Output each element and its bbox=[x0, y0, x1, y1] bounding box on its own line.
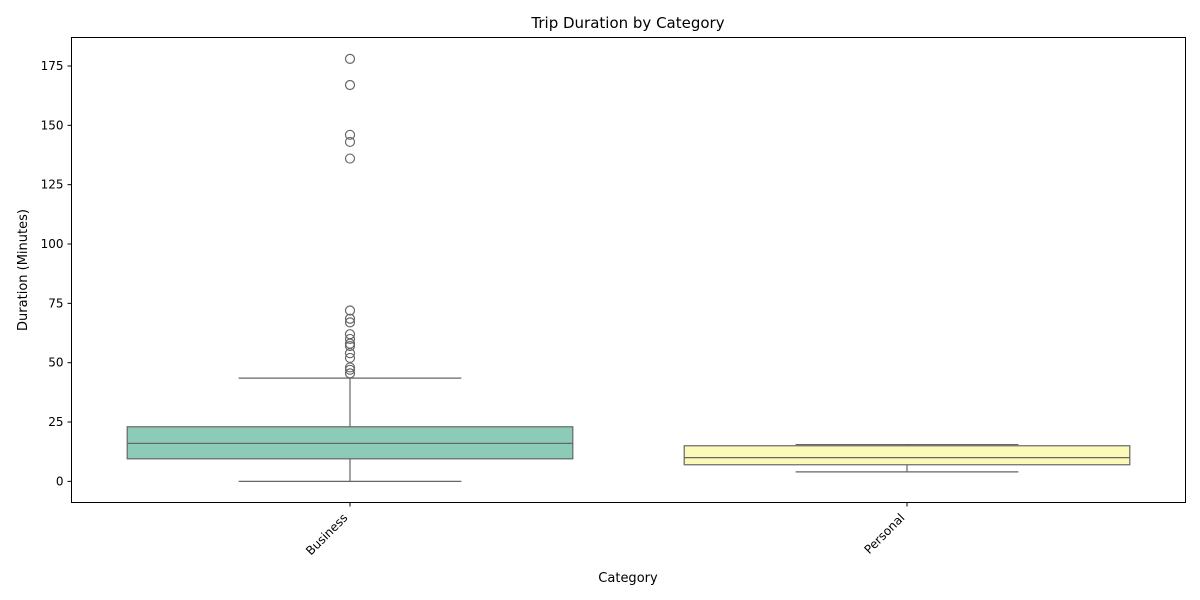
y-tick-label: 125 bbox=[41, 178, 64, 192]
outlier-point bbox=[344, 364, 356, 375]
x-axis-title: Category bbox=[598, 571, 658, 586]
outlier-point bbox=[344, 136, 356, 148]
outlier-point bbox=[344, 317, 356, 328]
chart-title: Trip Duration by Category bbox=[530, 14, 724, 32]
y-tick-label: 50 bbox=[48, 356, 63, 370]
y-tick-label: 150 bbox=[41, 118, 64, 132]
y-tick-label: 100 bbox=[41, 237, 64, 251]
y-tick-label: 75 bbox=[48, 296, 63, 310]
outlier-point bbox=[344, 348, 356, 359]
outlier-point bbox=[344, 53, 356, 64]
y-tick-label: 25 bbox=[48, 415, 63, 429]
outlier-point bbox=[344, 333, 356, 345]
y-axis-title: Duration (Minutes) bbox=[16, 209, 31, 331]
outlier-point bbox=[344, 340, 356, 352]
plot-area bbox=[126, 53, 1131, 482]
box-personal bbox=[683, 445, 1131, 466]
x-tick-label: Personal bbox=[861, 511, 907, 557]
outlier-point bbox=[344, 79, 356, 91]
outlier-point bbox=[344, 153, 356, 164]
outlier-point bbox=[344, 129, 356, 140]
outlier-point bbox=[344, 305, 356, 316]
y-axis: 0 25 50 75 100 125 150 175 bbox=[41, 59, 72, 488]
box-group-business bbox=[126, 53, 574, 482]
outlier-point bbox=[344, 313, 356, 324]
box-group-personal bbox=[683, 443, 1131, 473]
outlier-point bbox=[344, 368, 356, 379]
x-tick-label: Business bbox=[303, 511, 350, 558]
x-axis: Business Personal bbox=[303, 502, 908, 558]
y-tick-label: 175 bbox=[41, 59, 64, 73]
plot-frame bbox=[71, 37, 1186, 503]
y-tick-label: 0 bbox=[56, 474, 64, 488]
